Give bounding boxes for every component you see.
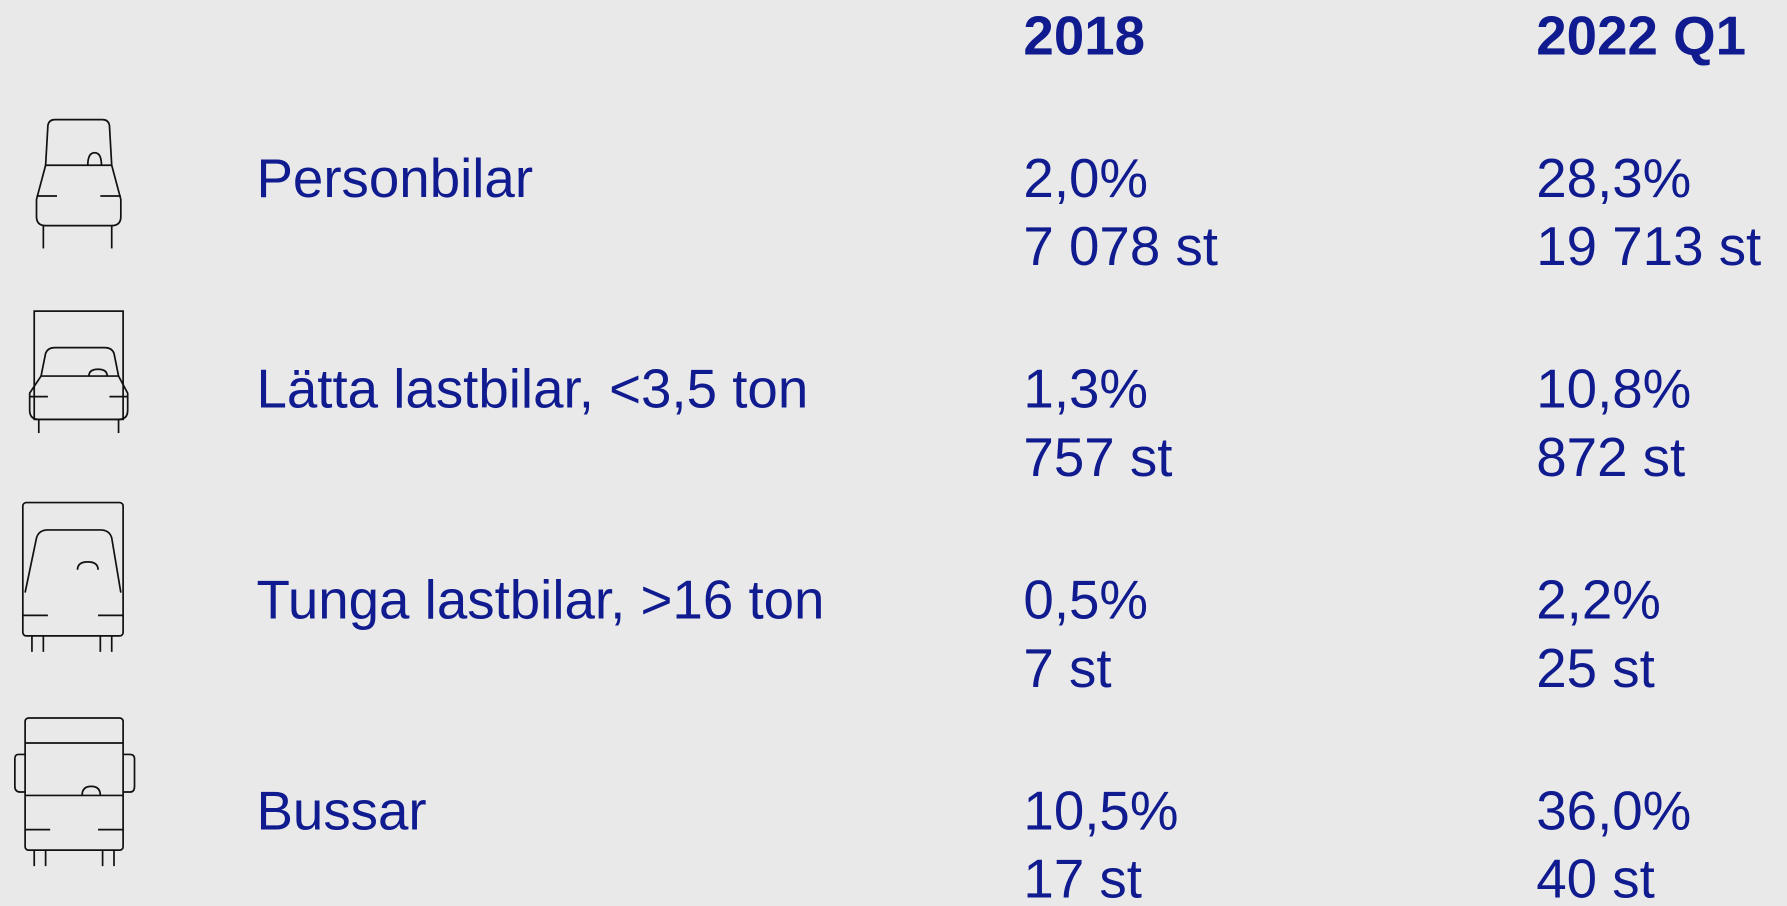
share-value: 10,8% xyxy=(1536,358,1691,420)
count-value: 7 078 st xyxy=(1023,215,1218,277)
count-value: 17 st xyxy=(1023,848,1142,906)
share-value: 36,0% xyxy=(1536,779,1691,841)
share-value: 0,5% xyxy=(1023,568,1148,630)
share-value: 2,2% xyxy=(1536,568,1661,630)
row-label: Lätta lastbilar, <3,5 ton xyxy=(256,358,808,420)
rows: Personbilar 2,0%7 078 st 28,3%19 713 st Lät… xyxy=(256,147,1761,906)
column-header: 2018 xyxy=(1023,4,1145,66)
share-value: 2,0% xyxy=(1023,147,1148,209)
car-icon xyxy=(35,118,122,249)
share-value: 28,3% xyxy=(1536,147,1691,209)
row-label: Tunga lastbilar, >16 ton xyxy=(256,568,824,630)
bus-icon xyxy=(13,717,136,867)
share-value: 10,5% xyxy=(1023,779,1178,841)
count-value: 872 st xyxy=(1536,426,1685,488)
count-value: 19 713 st xyxy=(1536,215,1761,277)
count-value: 25 st xyxy=(1536,637,1655,699)
van-icon xyxy=(28,310,129,434)
count-value: 7 st xyxy=(1023,637,1111,699)
column-header: 2022 Q1 xyxy=(1536,4,1746,66)
row-label: Personbilar xyxy=(256,147,533,209)
count-value: 40 st xyxy=(1536,848,1655,906)
truck-icon xyxy=(21,501,124,652)
count-value: 757 st xyxy=(1023,426,1172,488)
row-label: Bussar xyxy=(256,779,426,841)
share-value: 1,3% xyxy=(1023,358,1148,420)
